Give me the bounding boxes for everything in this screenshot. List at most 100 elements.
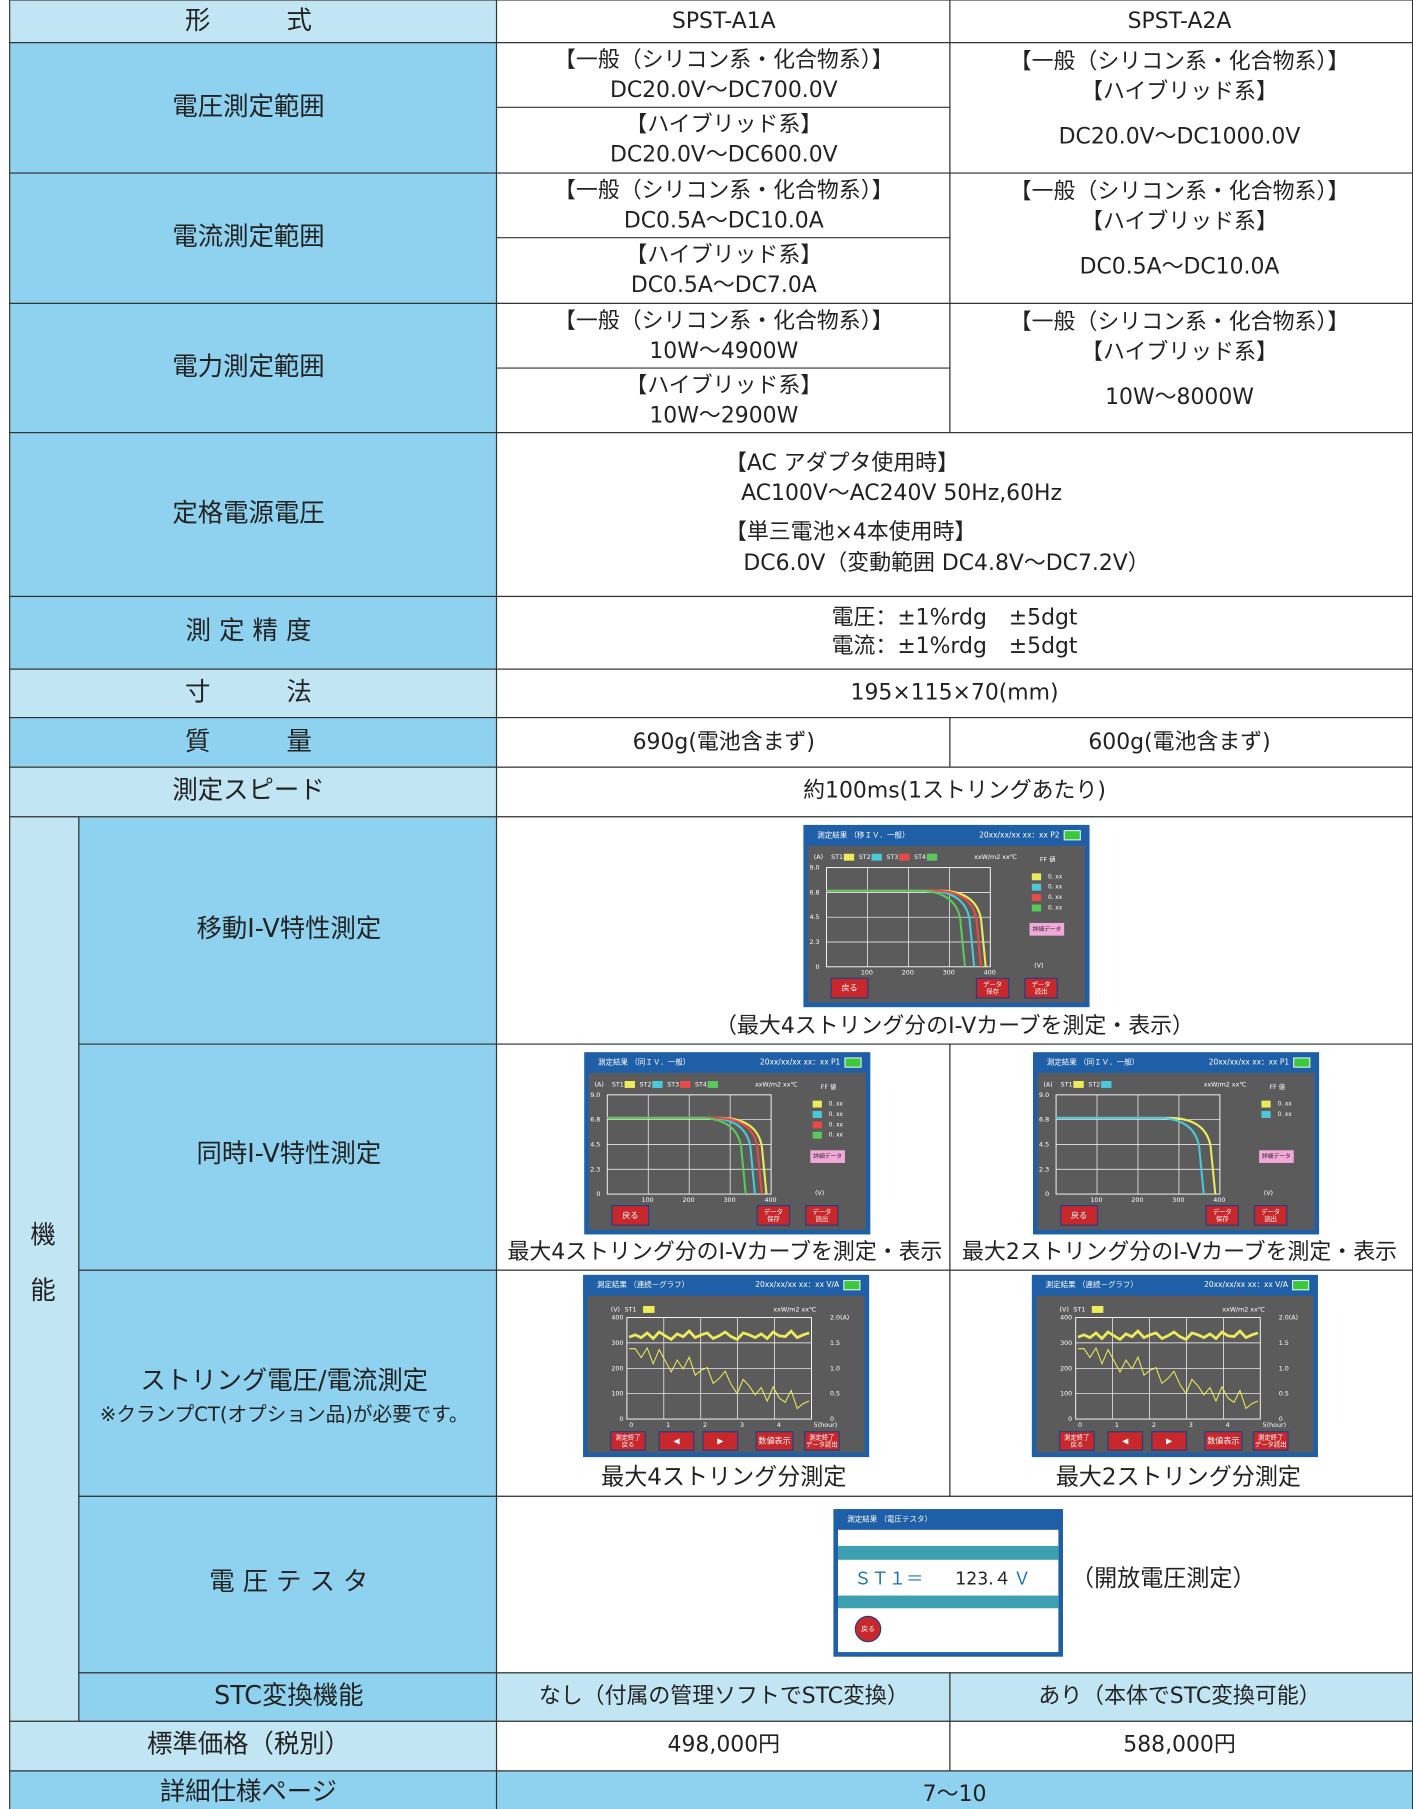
band <box>838 1545 1059 1560</box>
legend-swatch <box>1091 1305 1104 1313</box>
axis-unit: (A) <box>1043 1081 1052 1088</box>
legend-label: ST4 <box>695 1081 707 1088</box>
voltage-line <box>1077 1329 1259 1342</box>
button-label: ▶ <box>717 1436 724 1445</box>
supply-text: 【単三電池×4本使用時】 <box>725 520 976 545</box>
row-label: 電力測定範囲 <box>172 351 324 381</box>
iv-curve <box>826 889 966 967</box>
ff-swatch <box>1031 883 1042 891</box>
button-label: 読出 <box>1035 987 1048 996</box>
ff-swatch <box>812 1121 822 1129</box>
screen-button <box>1107 1431 1144 1451</box>
button-label: ◀ <box>1122 1436 1129 1445</box>
x-tick-label: 100 <box>861 970 873 977</box>
button-label: 戻る <box>1071 1210 1087 1220</box>
iv-screen: 測定結果 （同ＩＶ．一般） 20xx/xx/xx xx：xx P1 (A) ST1 ST… <box>1032 1052 1320 1235</box>
iv-curve <box>1056 1116 1205 1195</box>
button-label: 測定終了 <box>1258 1433 1283 1442</box>
conditions: xxW/m2 xx℃ <box>755 1081 798 1088</box>
iv-curve <box>607 1116 747 1195</box>
legend-swatch <box>624 1081 635 1088</box>
screen-button <box>756 1205 791 1226</box>
range-text: 【一般（シリコン系・化合物系）】 <box>1010 180 1350 205</box>
x-tick-label: 4 <box>1226 1422 1230 1429</box>
iv-curve <box>826 889 983 967</box>
row-label: 詳細仕様ページ <box>160 1776 337 1806</box>
range-text: 【一般（シリコン系・化合物系）】 <box>554 309 894 334</box>
legend-label: ST1 <box>612 1081 624 1088</box>
button-label: データ <box>983 980 1002 989</box>
button-label: 読出 <box>816 1214 829 1223</box>
back-button <box>854 1615 882 1643</box>
legend-swatch <box>926 853 938 861</box>
caption: （開放電圧測定） <box>1071 1566 1255 1592</box>
range-text: DC0.5A～DC7.0A <box>631 273 817 298</box>
cell <box>495 1770 1413 1809</box>
y2-tick-label: 0 <box>1279 1416 1283 1423</box>
y-tick-label: 100 <box>1060 1391 1072 1398</box>
y-tick-label: 200 <box>611 1365 623 1372</box>
x-tick-label: 400 <box>984 970 996 977</box>
cell <box>78 1043 498 1271</box>
caption: 最大2ストリング分のI-Vカーブを測定・表示 <box>962 1240 1397 1265</box>
button-label: 数値表示 <box>1207 1435 1239 1445</box>
detail-label: 詳細データ <box>813 1152 842 1160</box>
x-tick-label: 2 <box>703 1422 707 1429</box>
cell <box>495 766 1413 818</box>
y-tick-label: 0 <box>1045 1191 1049 1198</box>
x-tick-label: 3 <box>1189 1422 1193 1429</box>
screen-button <box>1253 1205 1288 1226</box>
conditions: xxW/m2 xx℃ <box>773 1306 816 1313</box>
ff-value: 0. xx <box>829 1122 844 1128</box>
legend-swatch <box>899 853 910 861</box>
cell <box>9 668 498 719</box>
cell <box>495 1720 951 1772</box>
button-label: 保存 <box>767 1214 780 1223</box>
x-tick-label: 1 <box>1115 1422 1119 1429</box>
value-text: 195×115×70(mm) <box>851 680 1059 705</box>
legend-swatch <box>643 1305 655 1313</box>
value-text: 600g(電池含まず) <box>1088 730 1270 755</box>
y-tick-label: 2.3 <box>590 1166 600 1173</box>
ff-value: 0. xx <box>1048 874 1063 880</box>
conditions: xxW/m2 xx℃ <box>1222 1306 1265 1313</box>
button-label: 戻る <box>1071 1439 1084 1448</box>
unit: Ｖ <box>1013 1569 1030 1589</box>
ff-title: FF 値 <box>1040 855 1056 864</box>
iv-curve <box>1056 1116 1217 1195</box>
value-text: なし（付属の管理ソフトでSTC変換） <box>539 1684 909 1709</box>
current-line <box>629 1346 810 1410</box>
battery <box>843 1280 861 1291</box>
detail-button <box>1029 922 1065 936</box>
x-tick-label: 100 <box>642 1197 654 1204</box>
range-text: DC20.0V～DC600.0V <box>610 143 838 168</box>
screen-title: 測定結果 （連続－グラフ） <box>1046 1279 1138 1289</box>
y-tick-label: 6.8 <box>1039 1117 1049 1124</box>
screen-status: 20xx/xx/xx xx：xx P2 <box>979 830 1060 839</box>
x-tick-label: 3 <box>740 1422 744 1429</box>
cell <box>9 816 80 1722</box>
button-label: 保存 <box>1216 1214 1229 1223</box>
cell <box>9 0 498 44</box>
button-label: 戻る <box>861 1624 875 1633</box>
legend-label: ST2 <box>640 1081 652 1088</box>
cell <box>9 42 498 174</box>
y-tick-label: 0 <box>596 1191 600 1198</box>
range-text: 10W～4900W <box>649 339 798 364</box>
x-tick-label: 2 <box>1152 1422 1156 1429</box>
supply-text: DC6.0V（変動範囲 DC4.8V～DC7.2V） <box>743 551 1149 576</box>
cell <box>78 1269 498 1497</box>
screen-button <box>658 1431 695 1451</box>
legend-swatch <box>679 1081 691 1088</box>
screen-button <box>702 1431 739 1451</box>
range-text: DC0.5A～DC10.0A <box>624 209 824 234</box>
ff-value: 0. xx <box>829 1102 844 1108</box>
row-label: 電流測定範囲 <box>172 221 324 251</box>
legend-label: ST1 <box>1073 1306 1085 1313</box>
cell <box>949 42 1413 174</box>
x-tick-label: 400 <box>1213 1197 1225 1204</box>
cell <box>78 1495 498 1674</box>
legend-swatch <box>1101 1081 1112 1088</box>
